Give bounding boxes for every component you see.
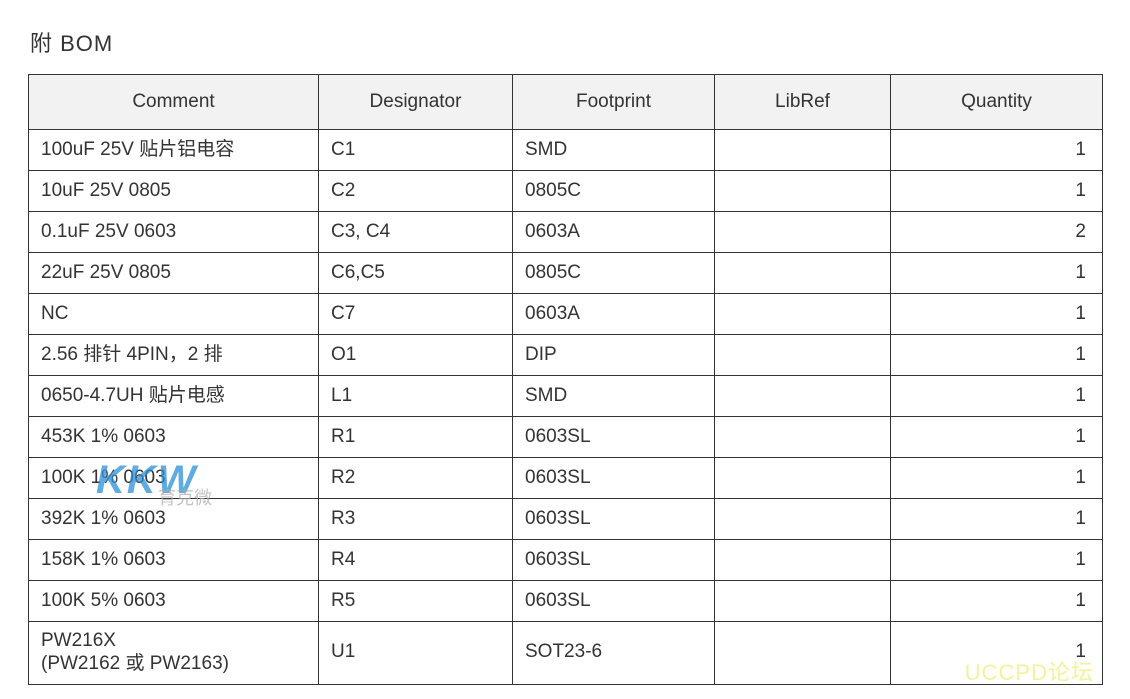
cell-libref — [715, 294, 891, 335]
cell-quantity: 1 — [891, 253, 1103, 294]
cell-designator: O1 — [319, 335, 513, 376]
table-row: 22uF 25V 0805C6,C50805C 1 — [29, 253, 1103, 294]
cell-comment: 392K 1% 0603 — [29, 499, 319, 540]
table-row: NCC70603A 1 — [29, 294, 1103, 335]
cell-comment: 158K 1% 0603 — [29, 540, 319, 581]
col-header-quantity: Quantity — [891, 75, 1103, 130]
cell-comment: PW216X (PW2162 或 PW2163) — [29, 622, 319, 685]
cell-footprint: 0603A — [513, 212, 715, 253]
cell-libref — [715, 130, 891, 171]
table-row: 100K 5% 0603R50603SL 1 — [29, 581, 1103, 622]
cell-footprint: 0603SL — [513, 540, 715, 581]
cell-comment: NC — [29, 294, 319, 335]
cell-comment: 0650-4.7UH 贴片电感 — [29, 376, 319, 417]
col-header-libref: LibRef — [715, 75, 891, 130]
table-row: 0650-4.7UH 贴片电感L1SMD 1 — [29, 376, 1103, 417]
cell-footprint: 0805C — [513, 171, 715, 212]
cell-quantity: 1 — [891, 581, 1103, 622]
cell-footprint: 0603SL — [513, 499, 715, 540]
bom-table: Comment Designator Footprint LibRef Quan… — [28, 74, 1103, 685]
cell-comment: 22uF 25V 0805 — [29, 253, 319, 294]
cell-comment: 100uF 25V 贴片铝电容 — [29, 130, 319, 171]
cell-libref — [715, 335, 891, 376]
page-title: 附 BOM — [30, 26, 1102, 58]
cell-libref — [715, 581, 891, 622]
cell-libref — [715, 622, 891, 685]
table-row: PW216X (PW2162 或 PW2163)U1SOT23-6 1 — [29, 622, 1103, 685]
table-row: 2.56 排针 4PIN，2 排O1DIP 1 — [29, 335, 1103, 376]
cell-designator: C7 — [319, 294, 513, 335]
cell-designator: R5 — [319, 581, 513, 622]
cell-quantity: 1 — [891, 540, 1103, 581]
cell-quantity: 1 — [891, 499, 1103, 540]
table-row: 392K 1% 0603R30603SL 1 — [29, 499, 1103, 540]
cell-comment: 0.1uF 25V 0603 — [29, 212, 319, 253]
cell-libref — [715, 499, 891, 540]
cell-designator: C3, C4 — [319, 212, 513, 253]
cell-designator: R2 — [319, 458, 513, 499]
cell-footprint: SOT23-6 — [513, 622, 715, 685]
cell-designator: R4 — [319, 540, 513, 581]
table-row: 10uF 25V 0805C20805C 1 — [29, 171, 1103, 212]
cell-footprint: 0805C — [513, 253, 715, 294]
cell-footprint: SMD — [513, 130, 715, 171]
bom-table-body: 100uF 25V 贴片铝电容C1SMD110uF 25V 0805C20805… — [29, 130, 1103, 685]
cell-quantity: 1 — [891, 417, 1103, 458]
cell-designator: C6,C5 — [319, 253, 513, 294]
cell-designator: C1 — [319, 130, 513, 171]
cell-libref — [715, 171, 891, 212]
cell-comment: 453K 1% 0603 — [29, 417, 319, 458]
cell-designator: R1 — [319, 417, 513, 458]
cell-quantity: 1 — [891, 376, 1103, 417]
col-header-footprint: Footprint — [513, 75, 715, 130]
col-header-comment: Comment — [29, 75, 319, 130]
table-row: 100K 1% 0603R20603SL 1 — [29, 458, 1103, 499]
cell-footprint: DIP — [513, 335, 715, 376]
cell-quantity: 1 — [891, 171, 1103, 212]
cell-footprint: SMD — [513, 376, 715, 417]
table-row: 100uF 25V 贴片铝电容C1SMD 1 — [29, 130, 1103, 171]
bom-page: 附 BOM Comment Designator Footprint LibRe… — [0, 0, 1130, 699]
cell-quantity: 1 — [891, 294, 1103, 335]
col-header-designator: Designator — [319, 75, 513, 130]
cell-comment: 2.56 排针 4PIN，2 排 — [29, 335, 319, 376]
cell-footprint: 0603SL — [513, 458, 715, 499]
cell-quantity: 1 — [891, 130, 1103, 171]
cell-footprint: 0603SL — [513, 581, 715, 622]
cell-comment: 10uF 25V 0805 — [29, 171, 319, 212]
cell-designator: C2 — [319, 171, 513, 212]
cell-comment: 100K 5% 0603 — [29, 581, 319, 622]
cell-libref — [715, 540, 891, 581]
cell-quantity: 1 — [891, 335, 1103, 376]
cell-quantity: 1 — [891, 622, 1103, 685]
table-row: 158K 1% 0603R40603SL 1 — [29, 540, 1103, 581]
cell-designator: R3 — [319, 499, 513, 540]
cell-designator: L1 — [319, 376, 513, 417]
cell-libref — [715, 253, 891, 294]
cell-quantity: 1 — [891, 458, 1103, 499]
cell-libref — [715, 376, 891, 417]
cell-libref — [715, 212, 891, 253]
cell-footprint: 0603SL — [513, 417, 715, 458]
cell-footprint: 0603A — [513, 294, 715, 335]
cell-libref — [715, 458, 891, 499]
cell-designator: U1 — [319, 622, 513, 685]
table-row: 453K 1% 0603R10603SL 1 — [29, 417, 1103, 458]
bom-table-head: Comment Designator Footprint LibRef Quan… — [29, 75, 1103, 130]
cell-quantity: 2 — [891, 212, 1103, 253]
table-row: 0.1uF 25V 0603C3, C40603A 2 — [29, 212, 1103, 253]
cell-libref — [715, 417, 891, 458]
cell-comment: 100K 1% 0603 — [29, 458, 319, 499]
